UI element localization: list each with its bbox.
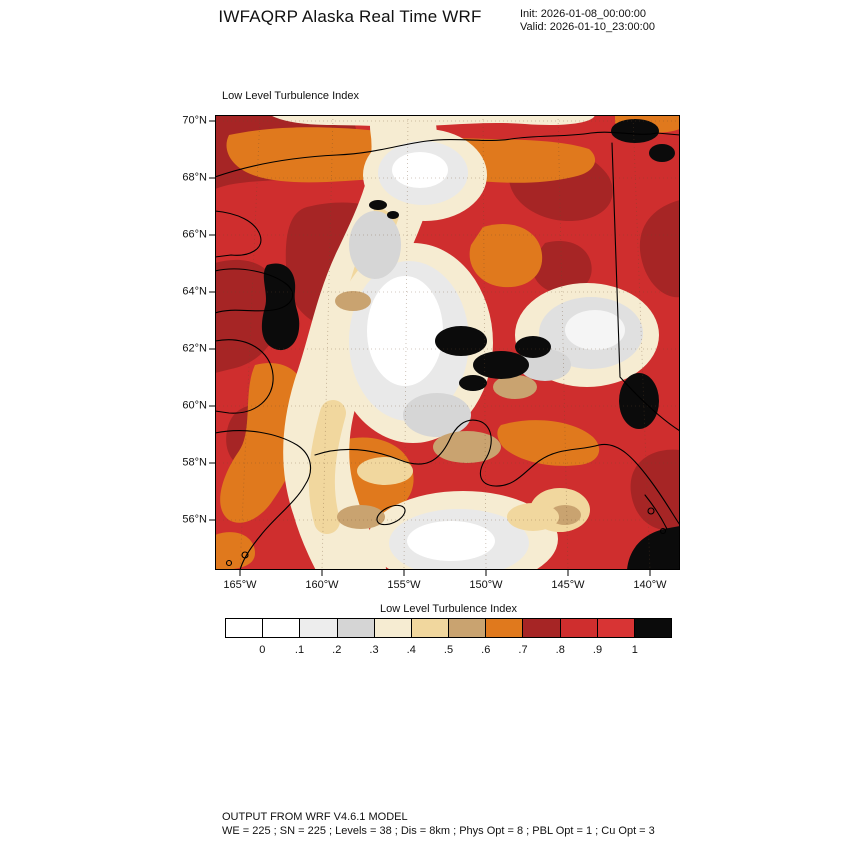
lat-tick-label: 64°N xyxy=(182,285,207,298)
colorbar-cell xyxy=(560,619,598,637)
colorbar-title: Low Level Turbulence Index xyxy=(380,603,517,615)
field-label: Low Level Turbulence Index xyxy=(222,90,359,102)
colorbar-cell xyxy=(226,619,264,637)
colorbar-cell xyxy=(374,619,412,637)
lat-tick-label: 66°N xyxy=(182,228,207,241)
model-version-line: OUTPUT FROM WRF V4.6.1 MODEL xyxy=(222,811,408,823)
map-frame xyxy=(209,115,680,576)
colorbar-cell xyxy=(597,619,635,637)
lon-tick-label: 160°W xyxy=(305,579,339,591)
colorbar-labels: 0 .1 .2 .3 .4 .5 .6 .7 .8 .9 1 xyxy=(225,644,672,657)
colorbar-tick-label: .6 xyxy=(481,644,491,656)
run-times: Init: 2026-01-08_00:00:00 Valid: 2026-01… xyxy=(520,8,655,34)
lat-tick-label: 70°N xyxy=(182,114,207,127)
footer: OUTPUT FROM WRF V4.6.1 MODEL WE = 225 ; … xyxy=(222,810,655,838)
colorbar-tick-label: .8 xyxy=(555,644,565,656)
valid-time: Valid: 2026-01-10_23:00:00 xyxy=(520,21,655,33)
lon-tick-label: 155°W xyxy=(387,579,421,591)
map-border xyxy=(215,115,680,570)
colorbar-tick-label: .4 xyxy=(406,644,416,656)
colorbar-cell xyxy=(337,619,375,637)
colorbar-cell xyxy=(300,619,338,637)
colorbar-cell xyxy=(486,619,524,637)
colorbar-tick-label: .5 xyxy=(443,644,454,656)
colorbar-cell xyxy=(411,619,450,637)
colorbar-tick-label: .2 xyxy=(332,644,342,656)
lon-tick-label: 165°W xyxy=(223,579,257,591)
lat-tick-label: 62°N xyxy=(182,342,207,355)
colorbar-cell xyxy=(523,619,561,637)
colorbar-tick-label: .7 xyxy=(518,644,528,656)
lat-tick-label: 58°N xyxy=(182,456,207,469)
colorbar-tick-label: .3 xyxy=(369,644,379,656)
colorbar-cell xyxy=(263,619,301,637)
lat-tick-label: 60°N xyxy=(182,399,207,412)
lon-tick-label: 150°W xyxy=(469,579,503,591)
coastline xyxy=(215,131,680,570)
model-config-line: WE = 225 ; SN = 225 ; Levels = 38 ; Dis … xyxy=(222,825,655,837)
colorbar-cell xyxy=(449,619,487,637)
colorbar-tick-label: .9 xyxy=(592,644,603,656)
colorbar-cell xyxy=(634,619,672,637)
lat-tick-label: 56°N xyxy=(182,513,207,526)
colorbar xyxy=(225,618,672,638)
lat-tick-label: 68°N xyxy=(182,171,207,184)
lat-axis: 70°N 68°N 66°N 64°N 62°N 60°N 58°N 56°N xyxy=(150,115,207,570)
graticule xyxy=(215,115,680,570)
turbulence-field xyxy=(215,115,680,570)
colorbar-tick-label: .1 xyxy=(294,644,305,656)
colorbar-tick-label: 1 xyxy=(631,644,638,656)
axis-ticks xyxy=(209,120,651,576)
init-time: Init: 2026-01-08_00:00:00 xyxy=(520,8,646,20)
lon-axis: 165°W 160°W 155°W 150°W 145°W 140°W xyxy=(215,579,680,593)
lon-tick-label: 145°W xyxy=(551,579,585,591)
map-plot xyxy=(209,115,680,576)
lon-tick-label: 140°W xyxy=(633,579,667,591)
page-title: IWFAQRP Alaska Real Time WRF xyxy=(218,7,482,26)
colorbar-tick-label: 0 xyxy=(259,644,266,656)
